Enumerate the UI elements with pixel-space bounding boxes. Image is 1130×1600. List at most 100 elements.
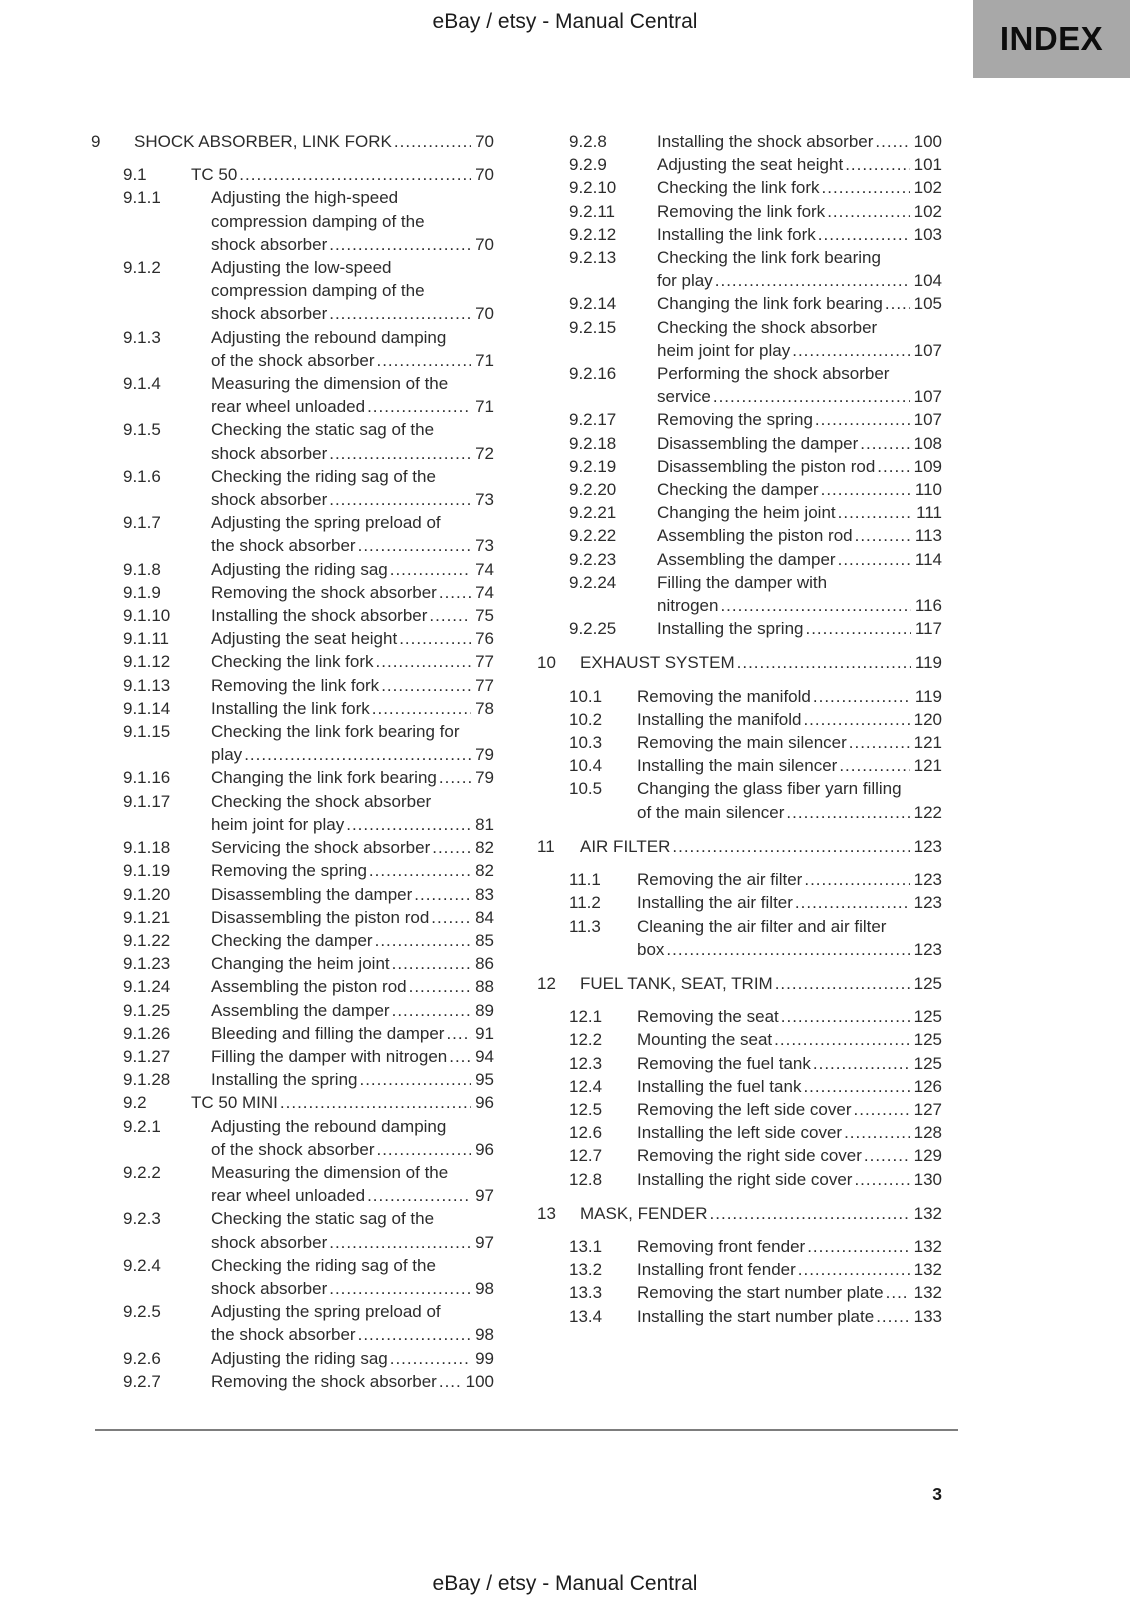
toc-entry-line: 10 EXHAUST SYSTEM 119 bbox=[537, 651, 942, 674]
toc-leader-dots bbox=[854, 1168, 909, 1191]
toc-page-number: 125 bbox=[913, 1053, 942, 1073]
toc-entry-number: 9.2.6 bbox=[123, 1348, 161, 1368]
toc-entry-title: Installing the link fork bbox=[657, 224, 816, 244]
toc-entry-title: Adjusting the spring preload of bbox=[211, 513, 441, 533]
toc-entry-number: 9.2.20 bbox=[569, 480, 617, 500]
toc-entry-line: of the main silencer 122 bbox=[569, 801, 942, 824]
toc-entry-line: 10.1 Removing the manifold 119 bbox=[569, 685, 942, 708]
toc-leader-dots bbox=[329, 302, 471, 325]
toc-entry: 10.3 Removing the main silencer 121 bbox=[569, 731, 942, 754]
toc-page-number: 81 bbox=[475, 814, 494, 834]
toc-entry: 9.1.16 Changing the link fork bearing 79 bbox=[123, 766, 494, 789]
toc-entry-line: 10.5 Changing the glass fiber yarn fillin… bbox=[569, 777, 942, 800]
page-number: 3 bbox=[932, 1484, 942, 1504]
toc-entry-line: 9.1.8 Adjusting the riding sag 74 bbox=[123, 558, 494, 581]
toc-leader-dots bbox=[818, 223, 910, 246]
toc-entry-title: Adjusting the spring preload of bbox=[211, 1302, 441, 1322]
toc-entry-title: shock absorber bbox=[211, 1278, 328, 1298]
toc-entry: 10.1 Removing the manifold 119 bbox=[569, 685, 942, 708]
toc-entry-title: shock absorber bbox=[211, 490, 328, 510]
toc-page-number: 132 bbox=[913, 1203, 942, 1223]
toc-entry-number: 9.1.9 bbox=[123, 582, 161, 602]
toc-leader-dots bbox=[431, 906, 471, 929]
toc-entry: 12.8 Installing the right side cover 130 bbox=[569, 1168, 942, 1191]
toc-entry: 9.2.6 Adjusting the riding sag 99 bbox=[123, 1347, 494, 1370]
toc-entry-number: 9.1.16 bbox=[123, 768, 171, 788]
toc-entry-line: nitrogen 116 bbox=[569, 594, 942, 617]
toc-leader-dots bbox=[358, 534, 471, 557]
toc-page-number: 94 bbox=[475, 1046, 494, 1066]
toc-page-number: 99 bbox=[475, 1348, 494, 1368]
toc-entry-title: Adjusting the riding sag bbox=[211, 559, 388, 579]
toc-entry-title: Adjusting the high-speed bbox=[211, 188, 399, 208]
toc-page-number: 111 bbox=[916, 503, 942, 523]
toc-page-number: 104 bbox=[913, 271, 942, 291]
toc-leader-dots bbox=[807, 1235, 909, 1258]
toc-entry-line: shock absorber 72 bbox=[123, 442, 494, 465]
toc-page-number: 123 bbox=[913, 893, 942, 913]
toc-entry-title: Changing the glass fiber yarn filling bbox=[637, 779, 902, 799]
toc-entry-title: service bbox=[657, 387, 711, 407]
toc-entry-line: shock absorber 98 bbox=[123, 1277, 494, 1300]
toc-entry-line: 12.8 Installing the right side cover 130 bbox=[569, 1168, 942, 1191]
toc-entry-title: Assembling the damper bbox=[211, 1000, 390, 1020]
toc-entry: 9.2.25 Installing the spring 117 bbox=[569, 617, 942, 640]
toc-page-number: 127 bbox=[913, 1099, 942, 1119]
index-tab: INDEX bbox=[973, 0, 1130, 78]
toc-entry-title: heim joint for play bbox=[211, 814, 345, 834]
toc-leader-dots bbox=[720, 594, 910, 617]
toc-entry-line: 12.7 Removing the right side cover 129 bbox=[569, 1144, 942, 1167]
toc-leader-dots bbox=[439, 766, 471, 789]
toc-page-number: 132 bbox=[913, 1260, 942, 1280]
toc-entry-title: AIR FILTER bbox=[580, 836, 671, 856]
toc-leader-dots bbox=[375, 929, 471, 952]
toc-leader-dots bbox=[822, 176, 910, 199]
toc-entry-number: 9.2.7 bbox=[123, 1371, 161, 1391]
toc-entry-title: Installing the air filter bbox=[637, 893, 793, 913]
toc-entry-title: Checking the link fork bearing for bbox=[211, 722, 460, 742]
toc-entry-title: Removing the link fork bbox=[211, 675, 380, 695]
toc-page-number: 98 bbox=[475, 1325, 494, 1345]
toc-entry-line: 12.1 Removing the seat 125 bbox=[569, 1005, 942, 1028]
toc-entry-number: 9.1.6 bbox=[123, 466, 161, 486]
toc-entry-title: Disassembling the piston rod bbox=[657, 456, 876, 476]
toc-entry-title: shock absorber bbox=[211, 443, 328, 463]
toc-entry-line: 9.2.9 Adjusting the seat height 101 bbox=[569, 153, 942, 176]
toc-entry: 9.2.2 Measuring the dimension of the rear … bbox=[123, 1161, 494, 1207]
toc-leader-dots bbox=[710, 1202, 910, 1225]
toc-entry-number: 9.2.23 bbox=[569, 549, 617, 569]
toc-entry-line: 9.2.25 Installing the spring 117 bbox=[569, 617, 942, 640]
toc-entry: 9.2 TC 50 MINI 96 bbox=[123, 1091, 494, 1114]
toc-leader-dots bbox=[774, 1028, 909, 1051]
toc-leader-dots bbox=[803, 708, 909, 731]
toc-leader-dots bbox=[855, 524, 911, 547]
toc-page-number: 120 bbox=[913, 709, 942, 729]
toc-entry-number: 9.1.5 bbox=[123, 420, 161, 440]
toc-entry-number: 9.2.2 bbox=[123, 1162, 161, 1182]
toc-leader-dots bbox=[392, 999, 471, 1022]
toc-entry: 9.2.9 Adjusting the seat height 101 bbox=[569, 153, 942, 176]
toc-leader-dots bbox=[376, 650, 472, 673]
toc-leader-dots bbox=[390, 558, 471, 581]
toc-entry-title: Checking the static sag of the bbox=[211, 1209, 435, 1229]
toc-leader-dots bbox=[329, 442, 471, 465]
toc-entry-title: SHOCK ABSORBER, LINK FORK bbox=[134, 132, 392, 151]
toc-entry-number: 10.4 bbox=[569, 756, 603, 776]
toc-entry-number: 9.1.12 bbox=[123, 652, 171, 672]
toc-entry-title: Removing the shock absorber bbox=[211, 582, 437, 602]
toc-entry-line: 9.2.12 Installing the link fork 103 bbox=[569, 223, 942, 246]
toc-leader-dots bbox=[839, 754, 909, 777]
toc-leader-dots bbox=[713, 385, 910, 408]
toc-leader-dots bbox=[346, 813, 471, 836]
toc-page-number: 86 bbox=[475, 954, 494, 974]
toc-entry-number: 9.2.21 bbox=[569, 503, 617, 523]
toc-entry-number: 9.2.1 bbox=[123, 1116, 161, 1136]
toc-page-number: 96 bbox=[475, 1139, 494, 1159]
toc-entry-number: 9.2.13 bbox=[569, 248, 617, 268]
toc-entry-title: rear wheel unloaded bbox=[211, 1186, 366, 1206]
toc-leader-dots bbox=[666, 938, 909, 961]
toc-page-number: 88 bbox=[475, 977, 494, 997]
toc-entry: 11.3 Cleaning the air filter and air filt… bbox=[569, 915, 942, 961]
toc-entry: 10.5 Changing the glass fiber yarn fillin… bbox=[569, 777, 942, 823]
toc-entry-title: Removing the link fork bbox=[657, 201, 826, 221]
